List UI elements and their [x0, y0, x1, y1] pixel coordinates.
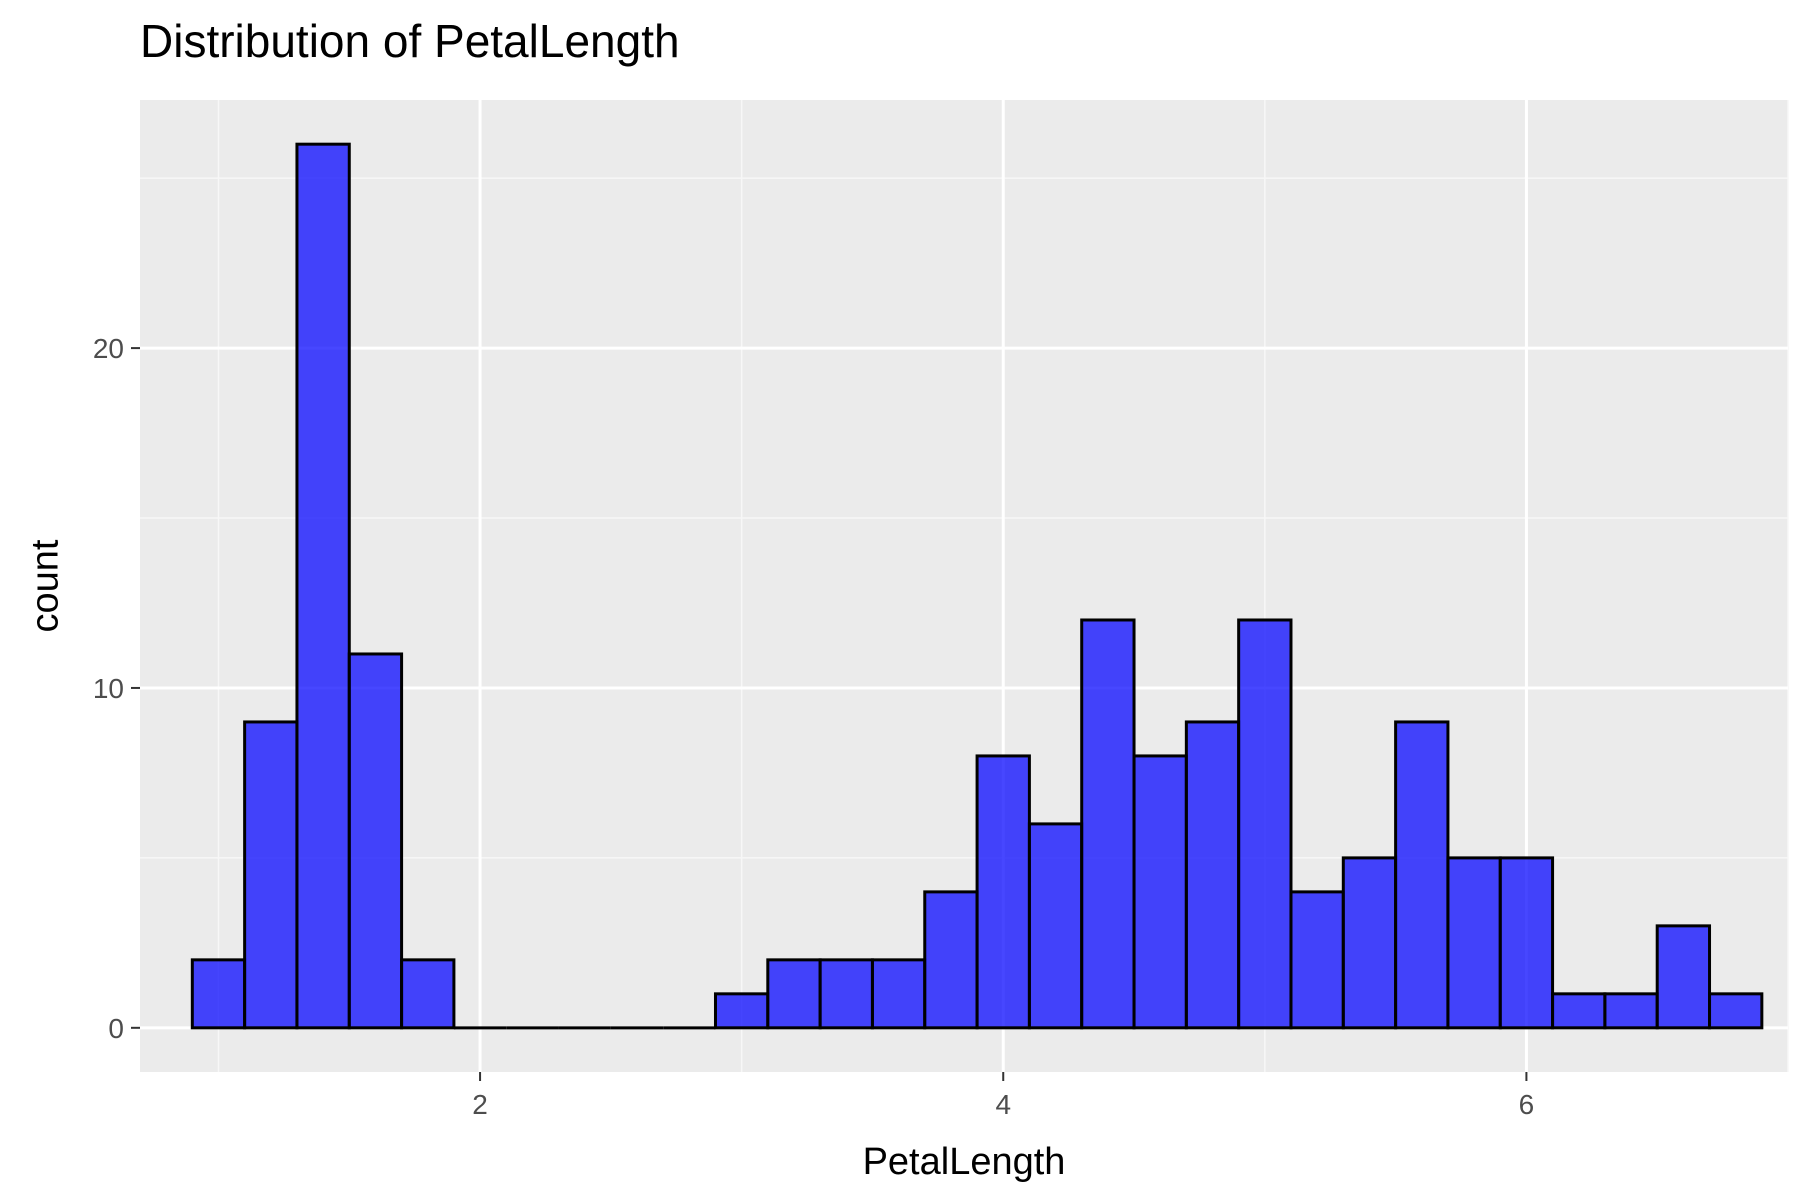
histogram-bar [190, 958, 247, 1030]
histogram-bar [1080, 618, 1136, 1030]
y-tick-label: 20 [93, 333, 124, 364]
y-tick-label: 0 [108, 1013, 124, 1044]
histogram-bar [1027, 822, 1084, 1030]
histogram-bar [1603, 992, 1659, 1030]
tick-labels: 2 4 6 0 10 20 [93, 333, 1534, 1120]
histogram-bar [1394, 720, 1450, 1030]
histogram-bar [1237, 618, 1293, 1030]
y-axis-title: count [24, 539, 66, 632]
x-tick-label: 6 [1519, 1089, 1535, 1120]
histogram-bar [243, 720, 299, 1030]
x-tick-label: 2 [472, 1089, 488, 1120]
y-tick-label: 10 [93, 673, 124, 704]
histogram-bar [766, 958, 822, 1030]
histogram-bar [295, 142, 351, 1030]
histogram-bar [713, 992, 770, 1030]
histogram-bar [975, 754, 1031, 1030]
bars [190, 142, 1764, 1030]
histogram-bar [1184, 720, 1241, 1030]
histogram-bar [870, 958, 927, 1030]
histogram-bar [1446, 856, 1502, 1030]
histogram-bar [1655, 924, 1712, 1030]
chart-title: Distribution of PetalLength [140, 15, 680, 67]
histogram-bar [923, 890, 979, 1030]
histogram-bar [1708, 992, 1764, 1030]
x-axis-title: PetalLength [863, 1141, 1066, 1183]
x-tick-label: 4 [995, 1089, 1011, 1120]
minor-grid [140, 100, 1789, 1072]
histogram-bar [400, 958, 456, 1030]
histogram-bar [1132, 754, 1188, 1030]
histogram-bar [347, 652, 404, 1030]
histogram-bar [1341, 856, 1398, 1030]
histogram-bar [1289, 890, 1345, 1030]
histogram-bar [1498, 856, 1555, 1030]
histogram-bar [1551, 992, 1607, 1030]
histogram-bar [818, 958, 874, 1030]
axis-ticks [131, 347, 1528, 1081]
